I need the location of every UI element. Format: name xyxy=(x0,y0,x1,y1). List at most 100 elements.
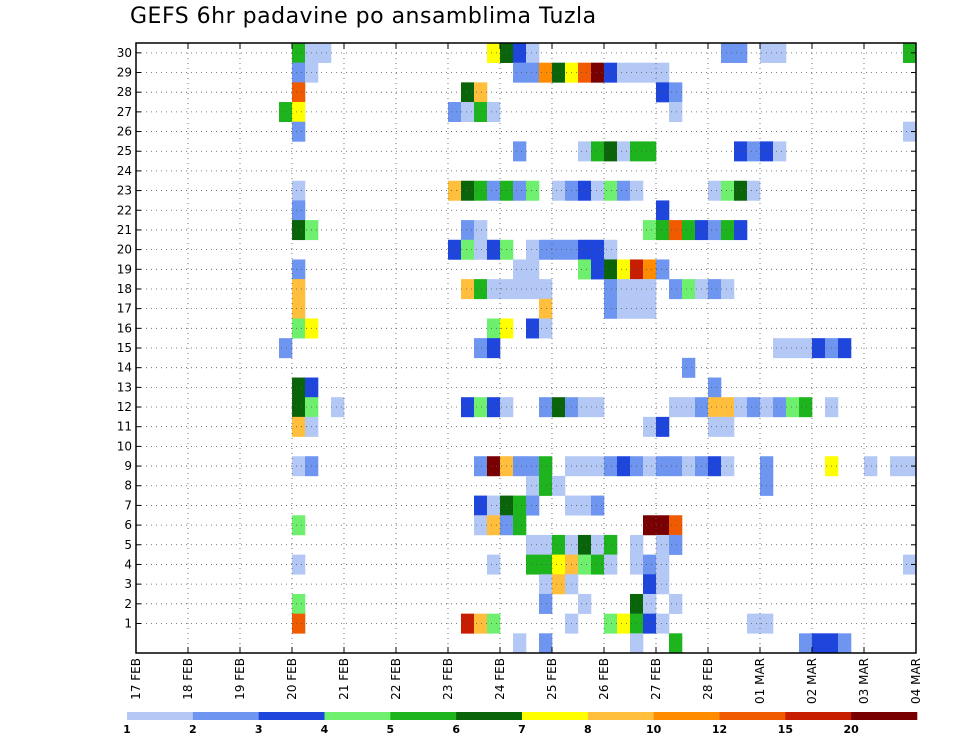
heatmap-cell xyxy=(656,62,670,83)
heatmap-cell xyxy=(708,279,722,300)
x-axis: 17 FEB 18 FEB 19 FEB 20 FEB 21 FEB 22 FEB 23 F… xyxy=(129,43,923,704)
heatmap-cell xyxy=(279,338,293,359)
heatmap-cell xyxy=(292,593,306,614)
heatmap-cell xyxy=(773,397,787,418)
heatmap-cell xyxy=(643,141,657,162)
heatmap-cell xyxy=(591,239,605,260)
heatmap-cell xyxy=(630,633,644,654)
y-axis: 1234567891011121314151617181920212223242… xyxy=(117,46,916,630)
heatmap-cell xyxy=(721,220,735,241)
heatmap-cell xyxy=(747,141,761,162)
heatmap-cell xyxy=(292,456,306,477)
y-tick-label: 17 xyxy=(117,302,132,316)
heatmap-cell xyxy=(617,456,631,477)
x-tick-label: 01 MAR xyxy=(753,658,767,704)
heatmap-cell xyxy=(734,43,748,63)
heatmap-cell xyxy=(643,298,657,319)
heatmap-cell xyxy=(292,220,306,241)
colorbar-label: 20 xyxy=(844,723,860,736)
heatmap-cell xyxy=(552,534,566,555)
heatmap-cell xyxy=(604,456,618,477)
heatmap-cell xyxy=(552,180,566,201)
heatmap-cell xyxy=(656,534,670,555)
heatmap-cell xyxy=(578,593,592,614)
heatmap-cell xyxy=(747,397,761,418)
heatmap-cell xyxy=(279,102,293,123)
heatmap-cell xyxy=(604,62,618,83)
heatmap-cell xyxy=(682,397,696,418)
y-tick-label: 4 xyxy=(124,557,132,571)
heatmap-cell xyxy=(708,220,722,241)
heatmap-cell xyxy=(474,495,488,516)
colorbar-label: 6 xyxy=(452,723,460,736)
heatmap-cell xyxy=(656,554,670,575)
colorbar-swatch xyxy=(522,712,589,720)
heatmap-cell xyxy=(812,338,826,359)
heatmap-cell xyxy=(669,633,683,654)
heatmap-cell xyxy=(838,633,852,654)
heatmap-cell xyxy=(292,102,306,123)
heatmap-cell xyxy=(656,613,670,634)
heatmap-cell xyxy=(292,515,306,536)
y-tick-label: 12 xyxy=(117,400,132,414)
y-tick-label: 26 xyxy=(117,125,132,139)
y-tick-label: 1 xyxy=(124,616,132,630)
heatmap-cell xyxy=(552,397,566,418)
heatmap-cell xyxy=(721,397,735,418)
heatmap-cell xyxy=(513,515,527,536)
y-tick-label: 29 xyxy=(117,66,132,80)
heatmap-cell xyxy=(578,456,592,477)
heatmap-cell xyxy=(669,102,683,123)
heatmap-cell xyxy=(474,220,488,241)
heatmap-cell xyxy=(591,534,605,555)
heatmap-cell xyxy=(539,397,553,418)
colorbar-label: 15 xyxy=(778,723,793,736)
colorbar-swatch xyxy=(390,712,457,720)
heatmap-cell xyxy=(617,298,631,319)
heatmap-cell xyxy=(669,82,683,103)
heatmap-cell xyxy=(292,298,306,319)
heatmap-cell xyxy=(526,259,540,280)
x-tick-label: 22 FEB xyxy=(389,658,403,700)
colorbar-swatch xyxy=(127,712,194,720)
heatmap-cell xyxy=(292,416,306,437)
heatmap-cell xyxy=(773,141,787,162)
heatmap-cell xyxy=(721,416,735,437)
heatmap-cell xyxy=(539,475,553,496)
heatmap-cell xyxy=(591,397,605,418)
y-tick-label: 5 xyxy=(124,538,132,552)
y-tick-label: 16 xyxy=(117,321,132,335)
heatmap-cell xyxy=(292,180,306,201)
heatmap-cell xyxy=(539,298,553,319)
heatmap-cell xyxy=(721,43,735,63)
heatmap-cell xyxy=(591,141,605,162)
y-tick-label: 22 xyxy=(117,203,132,217)
heatmap-cell xyxy=(526,456,540,477)
heatmap-cell xyxy=(318,43,332,63)
heatmap-cell xyxy=(448,239,462,260)
colorbar-legend: 1 2 3 4 5 6 7 8 10 12 15 20 xyxy=(123,712,918,736)
heatmap-cell xyxy=(734,220,748,241)
heatmap-cell xyxy=(643,456,657,477)
heatmap-cell xyxy=(669,534,683,555)
heatmap-cell xyxy=(591,456,605,477)
heatmap-cell xyxy=(656,416,670,437)
colorbar-label: 3 xyxy=(255,723,263,736)
heatmap-cell xyxy=(669,220,683,241)
heatmap-cell xyxy=(643,554,657,575)
heatmap-cell xyxy=(331,397,345,418)
heatmap-cell xyxy=(292,82,306,103)
heatmap-cell xyxy=(734,180,748,201)
y-tick-label: 24 xyxy=(117,164,132,178)
heatmap-cell xyxy=(448,102,462,123)
heatmap-cell xyxy=(487,495,501,516)
x-tick-label: 03 MAR xyxy=(857,658,871,704)
x-tick-label: 04 MAR xyxy=(909,658,923,704)
heatmap-cell xyxy=(539,633,553,654)
heatmap-cell xyxy=(487,554,501,575)
y-tick-label: 19 xyxy=(117,262,132,276)
colorbar-swatch xyxy=(719,712,786,720)
heatmap-cell xyxy=(461,180,475,201)
x-tick-label: 23 FEB xyxy=(441,658,455,700)
y-tick-label: 21 xyxy=(117,223,132,237)
